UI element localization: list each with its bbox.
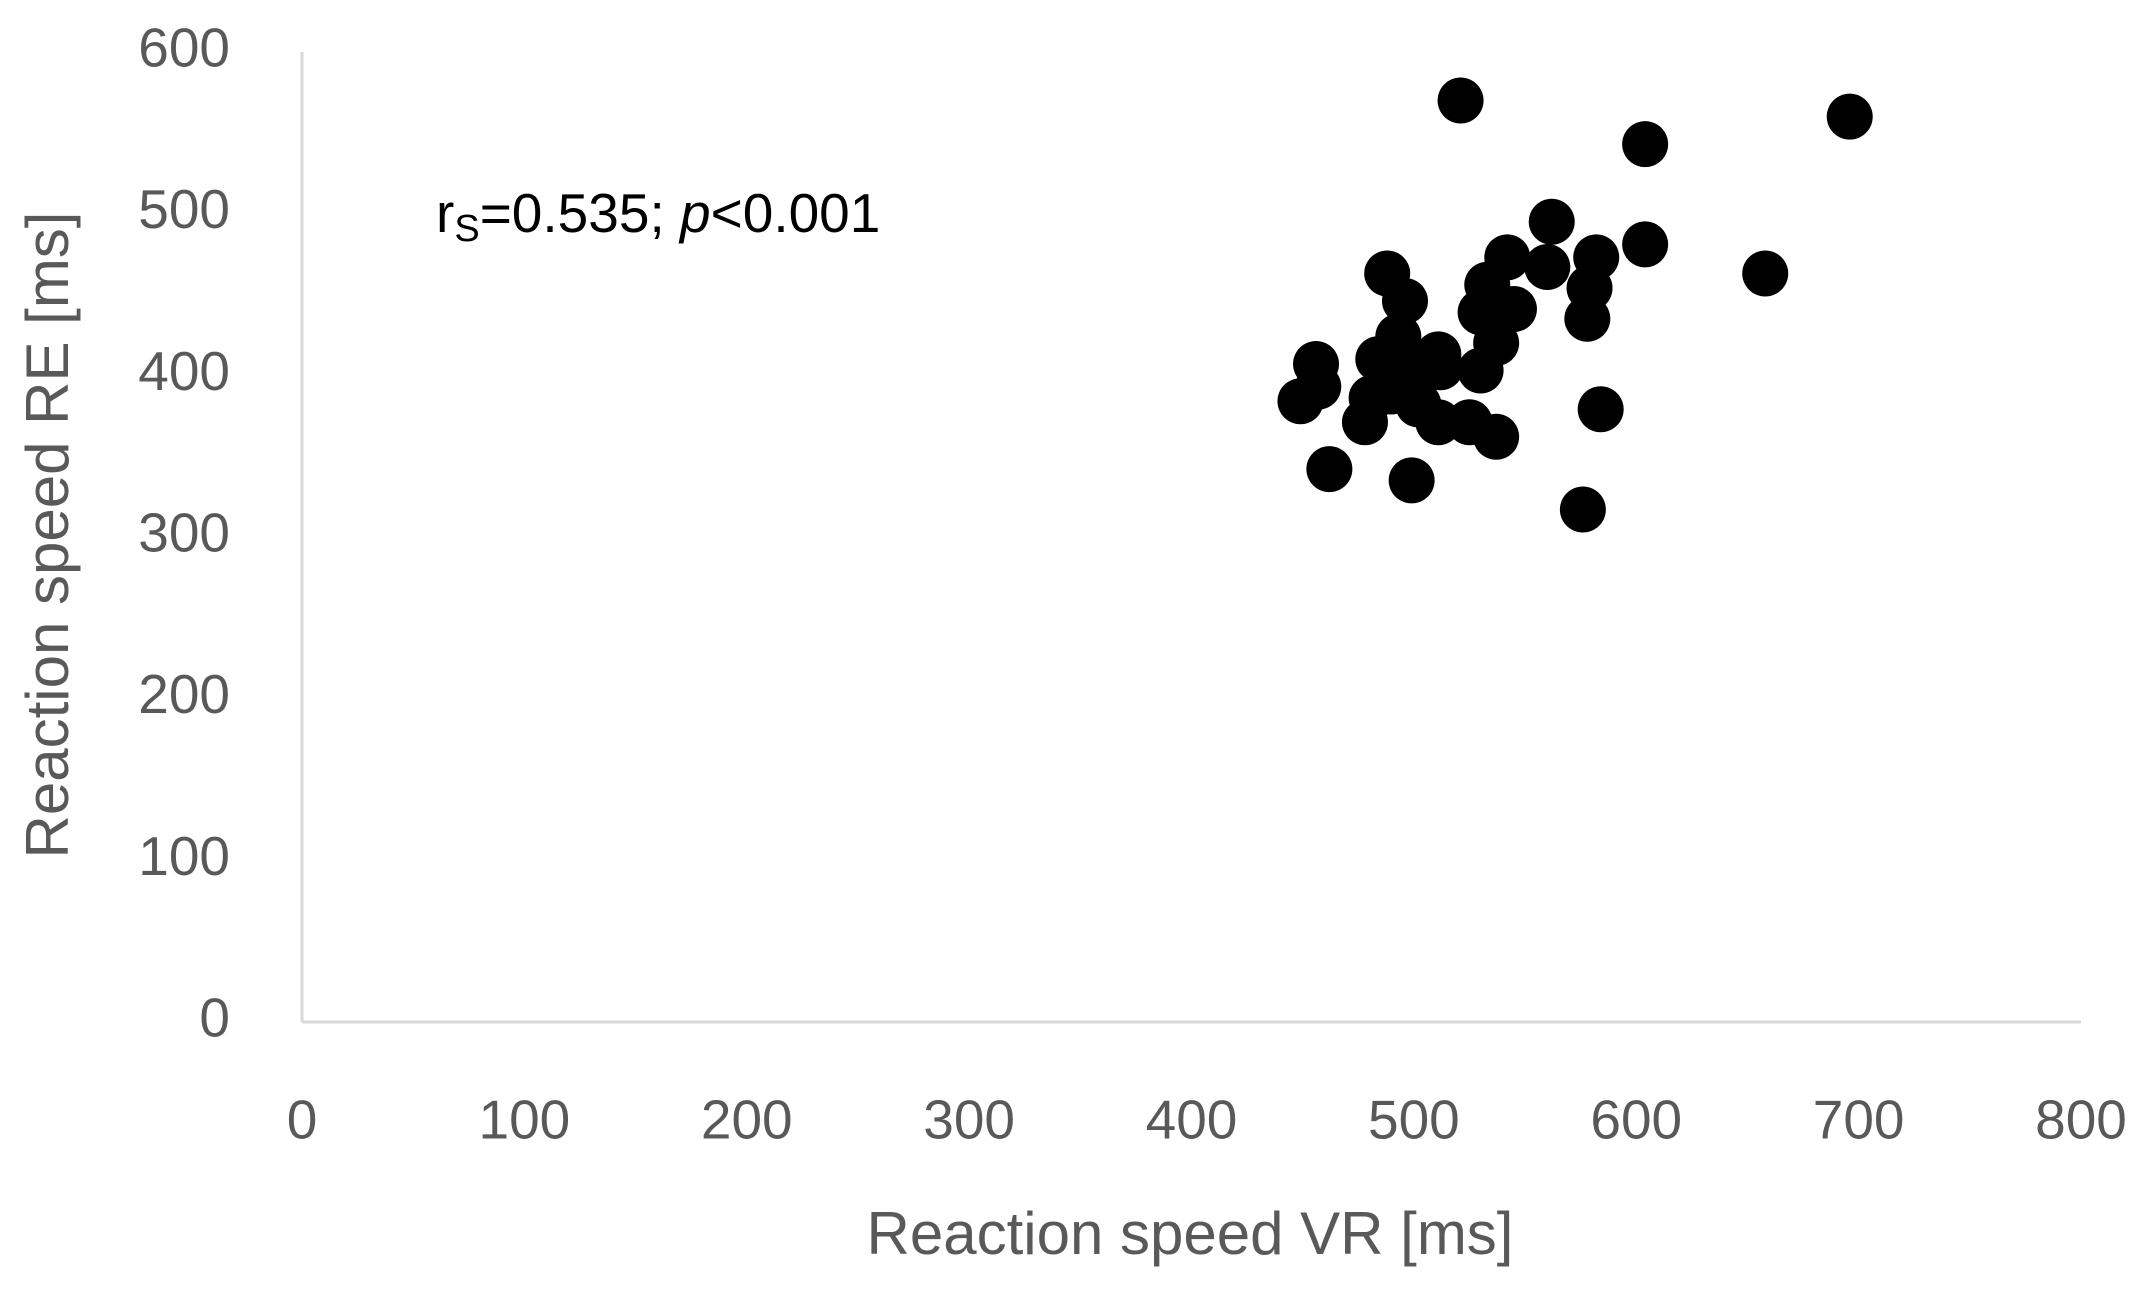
scatter-point bbox=[1348, 374, 1395, 421]
y-tick-label: 0 bbox=[199, 987, 230, 1049]
scatter-point bbox=[1473, 413, 1520, 460]
x-tick-label: 600 bbox=[1590, 1089, 1682, 1151]
x-tick-label: 100 bbox=[478, 1089, 570, 1151]
y-tick-label: 500 bbox=[138, 178, 230, 240]
scatter-point bbox=[1622, 221, 1669, 268]
x-tick-label: 800 bbox=[2035, 1089, 2127, 1151]
annotation-part: <0.001 bbox=[711, 182, 881, 244]
x-tick-label: 300 bbox=[923, 1089, 1015, 1151]
annotation-part: p bbox=[678, 182, 711, 244]
scatter-point bbox=[1559, 486, 1606, 533]
scatter-point bbox=[1306, 446, 1353, 493]
x-tick-label: 700 bbox=[1813, 1089, 1905, 1151]
x-tick-label: 500 bbox=[1368, 1089, 1460, 1151]
scatter-point bbox=[1528, 198, 1575, 245]
scatter-point bbox=[1437, 77, 1484, 124]
x-tick-label: 0 bbox=[287, 1089, 318, 1151]
y-tick-label: 600 bbox=[138, 17, 230, 79]
y-tick-label: 100 bbox=[138, 825, 230, 887]
annotation-part: =0.535; bbox=[480, 182, 680, 244]
scatter-point bbox=[1457, 347, 1504, 394]
scatter-point bbox=[1622, 121, 1669, 168]
scatter-point bbox=[1577, 386, 1624, 433]
y-tick-label: 400 bbox=[138, 340, 230, 402]
scatter-point bbox=[1381, 277, 1428, 324]
scatter-point bbox=[1388, 457, 1435, 504]
scatter-point bbox=[1524, 244, 1571, 291]
x-tick-label: 400 bbox=[1146, 1089, 1238, 1151]
y-tick-label: 300 bbox=[138, 502, 230, 564]
scatter-point bbox=[1742, 250, 1789, 297]
annotation: rS=0.535; p<0.001 bbox=[436, 182, 880, 251]
scatter-point bbox=[1564, 295, 1611, 342]
x-axis-title: Reaction speed VR [ms] bbox=[867, 1200, 1514, 1267]
y-tick-label: 200 bbox=[138, 663, 230, 725]
x-tick-label: 200 bbox=[701, 1089, 793, 1151]
scatter-point bbox=[1826, 93, 1873, 140]
annotation-part: S bbox=[454, 208, 479, 250]
scatter-point bbox=[1490, 286, 1537, 333]
scatter-point bbox=[1277, 378, 1324, 425]
scatter-point bbox=[1404, 339, 1451, 386]
annotation-part: r bbox=[436, 182, 454, 244]
y-axis-title: Reaction speed RE [ms] bbox=[14, 212, 81, 859]
